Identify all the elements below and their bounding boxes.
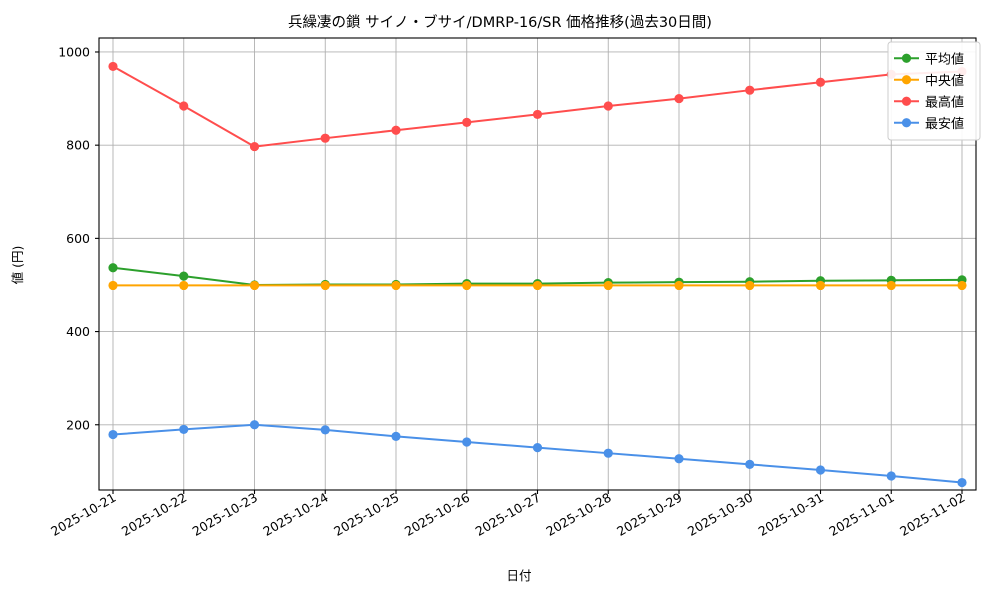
- y-tick-label: 400: [66, 324, 90, 339]
- legend-marker-swatch: [901, 75, 912, 85]
- data-point-marker: [815, 465, 826, 475]
- data-point-marker: [391, 280, 401, 291]
- legend-item-1[interactable]: 平均値: [894, 51, 964, 67]
- data-point-marker: [320, 425, 330, 435]
- legend-marker-swatch: [901, 118, 912, 128]
- data-point-marker: [249, 280, 260, 291]
- series-2: [108, 280, 967, 291]
- legend-label: 最安値: [925, 116, 964, 132]
- y-tick-label: 800: [66, 138, 90, 153]
- data-point-marker: [957, 477, 967, 488]
- data-point-marker: [320, 133, 330, 143]
- x-axis-label: 日付: [506, 568, 531, 583]
- legend-item-3[interactable]: 最高値: [894, 94, 964, 110]
- y-tick-label: 200: [66, 417, 90, 432]
- data-point-marker: [108, 280, 118, 291]
- legend-item-2[interactable]: 中央値: [894, 73, 964, 89]
- chart-title: 兵繰凄の鎖 サイノ・ブサイ/DMRP-16/SR 価格推移(過去30日間): [288, 13, 712, 31]
- data-point-marker: [108, 61, 118, 72]
- data-point-marker: [249, 420, 260, 430]
- data-point-marker: [108, 429, 118, 440]
- data-point-marker: [462, 117, 472, 127]
- grid-layer: [99, 38, 976, 490]
- data-point-marker: [532, 442, 543, 453]
- data-point-marker: [603, 448, 613, 458]
- data-point-marker: [815, 77, 826, 87]
- legend-background: [887, 41, 981, 141]
- data-point-marker: [391, 125, 401, 135]
- data-point-marker: [391, 431, 401, 442]
- data-point-marker: [108, 263, 118, 273]
- data-point-marker: [674, 93, 684, 104]
- data-point-marker: [886, 280, 896, 291]
- data-point-marker: [745, 280, 755, 291]
- data-point-marker: [532, 280, 543, 291]
- data-point-marker: [249, 141, 260, 152]
- legend-label: 最高値: [925, 94, 964, 110]
- data-point-marker: [815, 280, 826, 291]
- y-tick-label: 1000: [58, 44, 90, 59]
- data-point-marker: [603, 280, 613, 291]
- data-point-marker: [603, 101, 613, 111]
- data-point-marker: [886, 471, 896, 481]
- data-point-marker: [957, 280, 967, 291]
- data-point-marker: [745, 459, 755, 469]
- data-point-marker: [179, 280, 189, 291]
- data-point-marker: [462, 280, 472, 291]
- legend-label: 中央値: [925, 73, 964, 89]
- y-tick-label: 600: [66, 231, 90, 246]
- legend-item-4[interactable]: 最安値: [894, 116, 964, 132]
- series-4: [108, 420, 967, 488]
- data-point-marker: [179, 101, 189, 111]
- data-point-marker: [674, 454, 684, 464]
- legend-marker-swatch: [901, 96, 912, 106]
- data-point-marker: [674, 280, 684, 291]
- legend-marker-swatch: [901, 53, 912, 63]
- series-layer: [108, 61, 967, 488]
- data-point-marker: [320, 280, 330, 291]
- legend-label: 平均値: [925, 51, 964, 67]
- data-point-marker: [179, 271, 189, 281]
- y-axis-ticks: 200 400 600 800 1000: [58, 44, 99, 432]
- data-point-marker: [745, 85, 755, 95]
- data-point-marker: [462, 437, 472, 447]
- y-axis-label: 値 (円): [10, 246, 25, 285]
- data-point-marker: [532, 109, 543, 120]
- data-point-marker: [179, 424, 189, 435]
